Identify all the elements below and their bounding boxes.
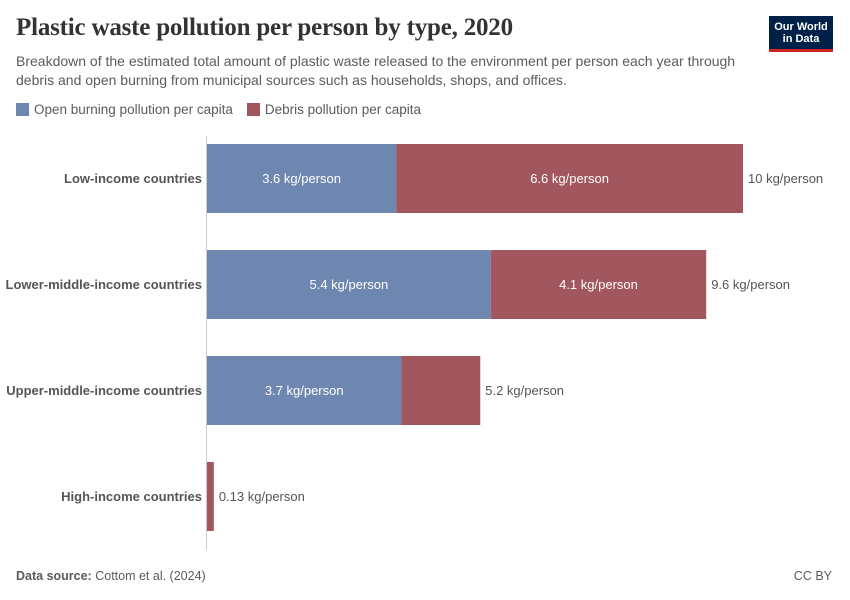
bar-label-open-burning-pollution-per-capita-lower-middle-income-countries: 5.4 kg/person: [309, 277, 388, 292]
chart-title: Plastic waste pollution per person by ty…: [16, 14, 513, 41]
bar-debris-pollution-per-capita-upper-middle-income-countries: [401, 356, 481, 425]
logo-line-2: in Data: [782, 32, 820, 45]
legend-item-debris[interactable]: Debris pollution per capita: [246, 102, 421, 117]
bar-open-burning-pollution-per-capita-upper-middle-income-countries: [207, 356, 402, 425]
bar-label-open-burning-pollution-per-capita-upper-middle-income-countries: 3.7 kg/person: [265, 383, 344, 398]
category-label-upper-middle-income-countries: Upper-middle-income countries: [6, 383, 202, 398]
chart-subtitle: Breakdown of the estimated total amount …: [16, 53, 736, 88]
chart-legend: Open burning pollution per capita Debris…: [16, 102, 421, 117]
bar-debris-pollution-per-capita-low-income-countries: [396, 144, 743, 213]
data-source: Data source: Cottom et al. (2024): [16, 569, 206, 583]
owid-logo[interactable]: Our World in Data: [769, 16, 833, 52]
bar-label-debris-pollution-per-capita-lower-middle-income-countries: 4.1 kg/person: [559, 277, 638, 292]
legend-label-debris: Debris pollution per capita: [264, 102, 421, 117]
legend-swatch-open-burning: [16, 103, 29, 116]
bar-label-open-burning-pollution-per-capita-low-income-countries: 3.6 kg/person: [262, 171, 341, 186]
bar-debris-pollution-per-capita-lower-middle-income-countries: [490, 250, 707, 319]
total-label-lower-middle-income-countries: 9.6 kg/person: [711, 277, 790, 292]
bar-open-burning-pollution-per-capita-lower-middle-income-countries: [207, 250, 491, 319]
logo-line-1: Our World: [774, 20, 828, 33]
legend-swatch-debris: [246, 103, 260, 116]
total-label-low-income-countries: 10 kg/person: [748, 171, 823, 186]
data-source-value[interactable]: Cottom et al. (2024): [95, 569, 206, 583]
data-source-label: Data source:: [16, 569, 92, 583]
license[interactable]: CC BY: [793, 569, 832, 583]
bar-label-debris-pollution-per-capita-low-income-countries: 6.6 kg/person: [530, 171, 609, 186]
legend-item-open-burning[interactable]: Open burning pollution per capita: [16, 102, 233, 117]
total-label-upper-middle-income-countries: 5.2 kg/person: [485, 383, 564, 398]
bar-debris-pollution-per-capita-high-income-countries: [207, 462, 214, 531]
stacked-bar-chart: Low-income countries 3.6 kg/person 6.6 kg/…: [6, 136, 823, 550]
category-label-lower-middle-income-countries: Lower-middle-income countries: [6, 277, 202, 292]
legend-label-open-burning: Open burning pollution per capita: [34, 102, 233, 117]
bar-open-burning-pollution-per-capita-low-income-countries: [207, 144, 397, 213]
total-label-high-income-countries: 0.13 kg/person: [219, 489, 305, 504]
category-label-low-income-countries: Low-income countries: [64, 171, 202, 186]
category-label-high-income-countries: High-income countries: [61, 489, 202, 504]
